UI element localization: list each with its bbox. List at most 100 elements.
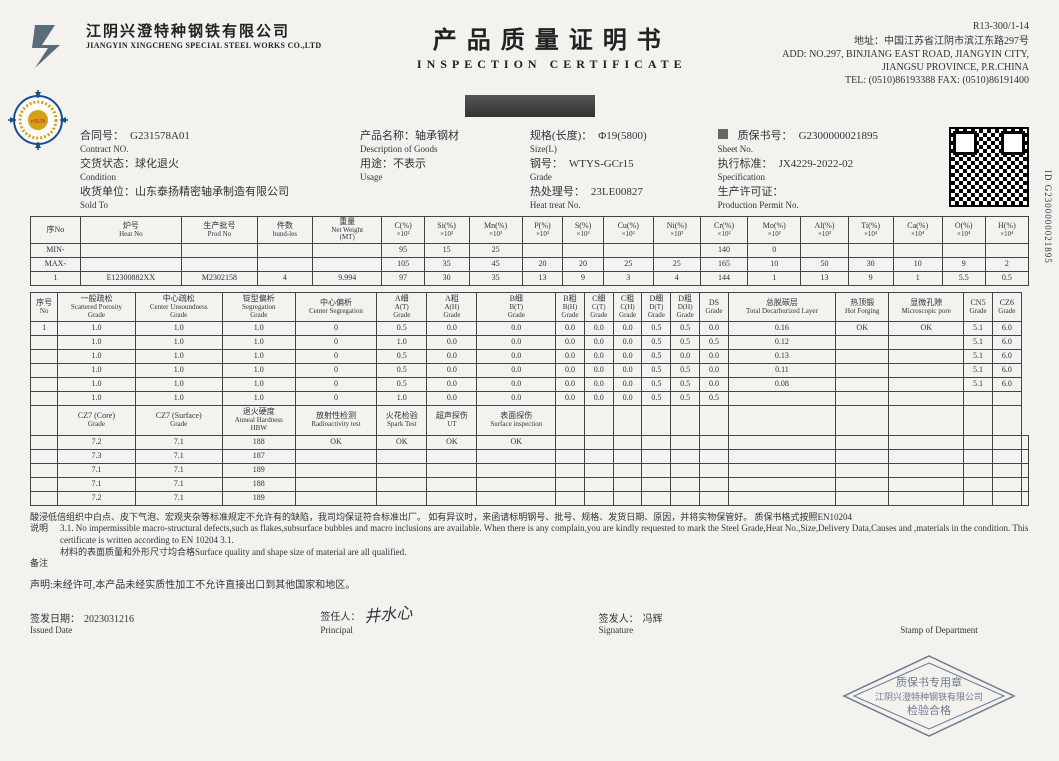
table-cell [889, 336, 964, 350]
table-cell: OK [295, 435, 376, 449]
table-cell: 9 [563, 272, 604, 286]
table-header: C细C(T)Grade [584, 293, 613, 322]
table-cell: 0.0 [584, 350, 613, 364]
table-row: 7.27.1189 [31, 491, 1029, 505]
table-cell: 7.2 [58, 435, 136, 449]
note-line2: 3.1. No impermissible macro-structural d… [60, 523, 1029, 546]
table-cell [992, 463, 1021, 477]
table-header: 显微孔隙Microscopic pore [889, 293, 964, 322]
table-cell [836, 477, 889, 491]
table-cell [613, 463, 642, 477]
table-cell [836, 364, 889, 378]
table-cell [1021, 435, 1028, 449]
table-cell: 1.0 [58, 364, 136, 378]
table-cell: 0.0 [477, 322, 556, 336]
table-header [889, 406, 964, 435]
table-cell [295, 449, 376, 463]
heat-value: 23LE00827 [591, 186, 643, 198]
table-cell: 1.0 [222, 378, 295, 392]
spec-value: JX4229-2022-02 [779, 158, 854, 170]
table-cell: 0.0 [556, 378, 585, 392]
table-header: Ca(%)×10⁴ [893, 217, 942, 244]
table-cell [1021, 477, 1028, 491]
contract-label: 合同号： [80, 127, 124, 143]
desc-en: Description of Goods [360, 144, 459, 154]
table-cell: 1.0 [58, 336, 136, 350]
table-cell: OK [427, 435, 477, 449]
heat-en: Heat treat No. [530, 200, 647, 210]
table-header: Mo(%)×10² [748, 217, 801, 244]
grade-label: 钢号： [530, 155, 563, 171]
table-cell [836, 491, 889, 505]
table-cell [700, 449, 729, 463]
heat-label: 热处理号： [530, 183, 585, 199]
company-name-cn: 江阴兴澄特种钢铁有限公司 [86, 20, 321, 41]
inspection-table: 序号No一般疏松Scattered PorosityGrade中心疏松Cente… [30, 292, 1029, 505]
table-cell: MIN- [31, 244, 81, 258]
table-cell: 1 [893, 272, 942, 286]
table-cell [848, 244, 893, 258]
table-cell [836, 392, 889, 406]
tel: TEL: (0510)86193388 FAX: (0510)86191400 [782, 74, 1029, 87]
table-header: H(%)×10⁴ [985, 217, 1028, 244]
principal-signature: 井水心 [363, 599, 413, 627]
qr-code-icon [949, 127, 1029, 207]
table-cell: 1.0 [135, 392, 222, 406]
table-cell [181, 244, 257, 258]
table-header: 序号No [31, 293, 58, 322]
table-cell: E12300882XX [80, 272, 181, 286]
table-cell [801, 244, 848, 258]
table-cell: 0.0 [671, 350, 700, 364]
table-cell: 13 [801, 272, 848, 286]
table-cell: 20 [563, 258, 604, 272]
table-cell [522, 244, 563, 258]
table-cell [80, 258, 181, 272]
table-cell: 1.0 [377, 336, 427, 350]
table-cell [377, 491, 427, 505]
stamp-en: Stamp of Department [849, 625, 1029, 635]
table-cell: 10 [893, 258, 942, 272]
table-cell: OK [377, 435, 427, 449]
table-cell: 7.1 [58, 463, 136, 477]
table-cell: 1.0 [135, 364, 222, 378]
table-cell [31, 491, 58, 505]
table-cell [377, 463, 427, 477]
table-cell: 0.5 [642, 322, 671, 336]
table-cell: 0.0 [700, 378, 729, 392]
contract-value: G231578A01 [130, 130, 190, 142]
table-cell: 1.0 [222, 364, 295, 378]
table-header [642, 406, 671, 435]
table-cell [31, 378, 58, 392]
table-cell [31, 435, 58, 449]
table-header [700, 406, 729, 435]
table-cell: 0.0 [477, 364, 556, 378]
table-cell [181, 258, 257, 272]
table-cell: 2 [985, 258, 1028, 272]
table-cell: 165 [700, 258, 747, 272]
table-cell: 7.1 [135, 477, 222, 491]
table-cell [889, 435, 964, 449]
table-header: 一般疏松Scattered PorosityGrade [58, 293, 136, 322]
signature-row: 签发日期：2023031216 Issued Date 签任人：井水心 Prin… [30, 601, 1029, 635]
table-header: C粗C(H)Grade [613, 293, 642, 322]
department-stamp-icon: 质保书专用章 江阴兴澄特种钢铁有限公司 检验合格 [839, 651, 1019, 741]
table-row: 7.37.1187 [31, 449, 1029, 463]
table-cell [31, 463, 58, 477]
table-cell: 1.0 [58, 350, 136, 364]
table-cell [642, 449, 671, 463]
note-line3: 材料的表面质量和外形尺寸均合格Surface quality and shape… [60, 547, 1029, 559]
table-cell [836, 336, 889, 350]
size-value: Φ19(5800) [598, 130, 646, 142]
table-cell: 144 [700, 272, 747, 286]
table-cell [964, 392, 993, 406]
table-cell: 7.1 [135, 491, 222, 505]
table-cell [889, 449, 964, 463]
table-cell: 0.0 [584, 336, 613, 350]
table-cell [728, 392, 835, 406]
spec-label: 执行标准： [718, 155, 773, 171]
table-cell [642, 491, 671, 505]
table-cell [671, 463, 700, 477]
table-cell [700, 435, 729, 449]
table-cell: 0.5 [671, 378, 700, 392]
table-cell [964, 463, 993, 477]
